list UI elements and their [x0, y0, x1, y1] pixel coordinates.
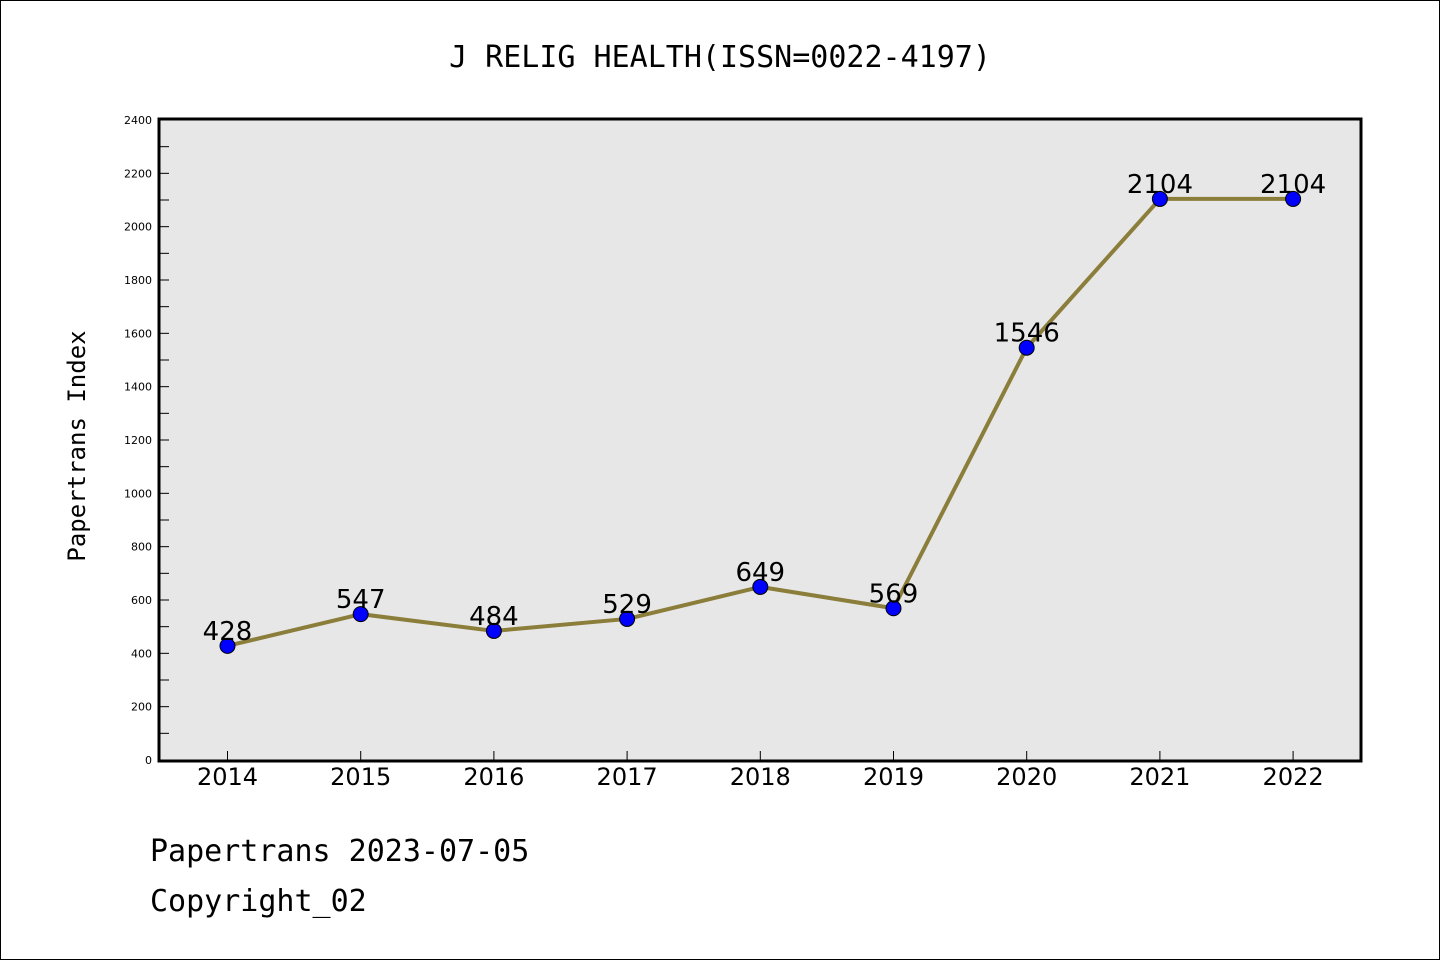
- y-tick-label: 0: [145, 754, 152, 767]
- x-tick-label: 2016: [463, 763, 524, 791]
- footer-date: Papertrans 2023-07-05: [150, 834, 530, 869]
- data-labels: 428 547 484 529 649 569 1546 2104 2104: [203, 170, 1327, 647]
- data-label: 649: [735, 558, 785, 588]
- data-point: [619, 610, 636, 627]
- footer-copyright: Copyright_02: [150, 884, 367, 919]
- data-point: [485, 622, 502, 639]
- y-tick-label: 600: [131, 594, 152, 607]
- data-label: 1546: [994, 319, 1060, 349]
- data-point: [1151, 190, 1168, 207]
- y-tick-label: 1400: [124, 381, 152, 394]
- x-tick-label: 2020: [996, 763, 1057, 791]
- y-tick-label: 2200: [124, 167, 152, 180]
- data-label: 2104: [1127, 170, 1193, 200]
- y-tick-label: 2400: [124, 114, 152, 127]
- series-points: [219, 190, 1302, 654]
- y-tick-label: 1000: [124, 487, 152, 500]
- x-tick-label: 2015: [330, 763, 391, 791]
- data-label: 569: [869, 579, 919, 609]
- x-tick-label: 2021: [1129, 763, 1190, 791]
- x-tick-label: 2019: [863, 763, 924, 791]
- data-point: [752, 578, 769, 595]
- data-point: [352, 606, 369, 623]
- data-point: [219, 637, 236, 654]
- y-tick-label: 800: [131, 541, 152, 554]
- x-tick-label: 2022: [1263, 763, 1324, 791]
- data-label: 547: [336, 585, 386, 615]
- x-tick-label: 2018: [730, 763, 791, 791]
- y-tick-label: 200: [131, 701, 152, 714]
- x-tick-label: 2017: [597, 763, 658, 791]
- data-label: 529: [602, 590, 652, 620]
- plot-area: [157, 117, 1363, 763]
- y-axis-label: Papertrans Index: [63, 330, 91, 561]
- data-point: [1285, 190, 1302, 207]
- y-tick-label: 1200: [124, 434, 152, 447]
- data-label: 428: [203, 617, 253, 647]
- data-label: 484: [469, 602, 519, 632]
- data-point: [885, 600, 902, 617]
- y-tick-label: 1800: [124, 274, 152, 287]
- y-tick-label: 1600: [124, 327, 152, 340]
- chart-title: J RELIG HEALTH(ISSN=0022-4197): [449, 40, 991, 75]
- x-axis: 2014 2015 2016 2017 2018 2019 2020 2021 2022: [197, 751, 1324, 791]
- y-tick-label: 400: [131, 647, 152, 660]
- data-point: [1018, 339, 1035, 356]
- y-tick-label: 2000: [124, 221, 152, 234]
- y-axis: 0 200 400 600 800 1000 1200 1400 1600 1800 2000 220…: [124, 114, 169, 767]
- data-label: 2104: [1260, 170, 1326, 200]
- x-tick-label: 2014: [197, 763, 258, 791]
